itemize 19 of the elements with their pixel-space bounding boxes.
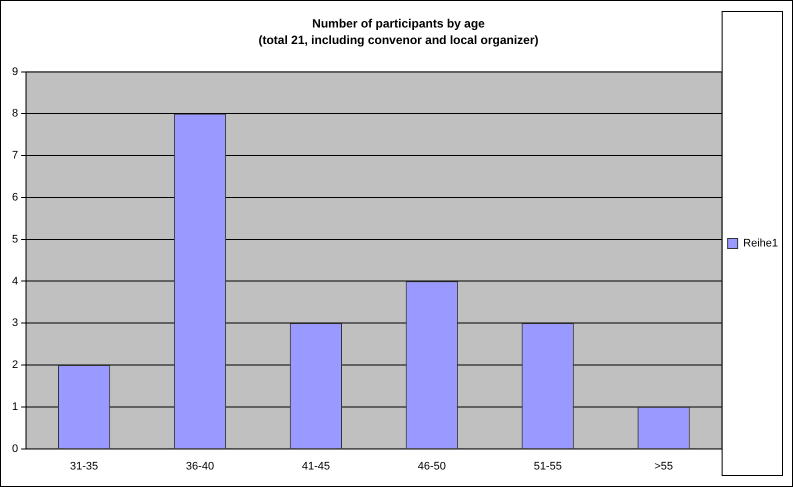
chart-title: Number of participants by age [312,16,486,31]
y-tick-label: 8 [12,108,18,120]
legend-label: Reihe1 [743,238,778,250]
y-tick-label: 0 [12,442,18,455]
x-tick-label: 41-45 [302,460,330,472]
y-tick-label: 3 [12,317,18,330]
y-tick-label: 4 [12,275,18,288]
y-tick-label: 5 [12,233,18,246]
x-tick-label: 36-40 [186,460,214,472]
y-tick-label: 2 [12,359,18,372]
y-tick-label: 7 [12,150,18,162]
y-tick-label: 6 [12,192,18,204]
x-tick-label: 46-50 [418,460,446,472]
x-tick-label: >55 [654,460,674,472]
y-tick-label: 9 [12,66,18,78]
chart-subtitle: (total 21, including convenor and local organizer) [258,32,539,47]
y-tick-label: 1 [12,400,18,413]
x-tick-label: 31-35 [70,460,98,472]
x-tick-label: 51-55 [534,460,562,472]
